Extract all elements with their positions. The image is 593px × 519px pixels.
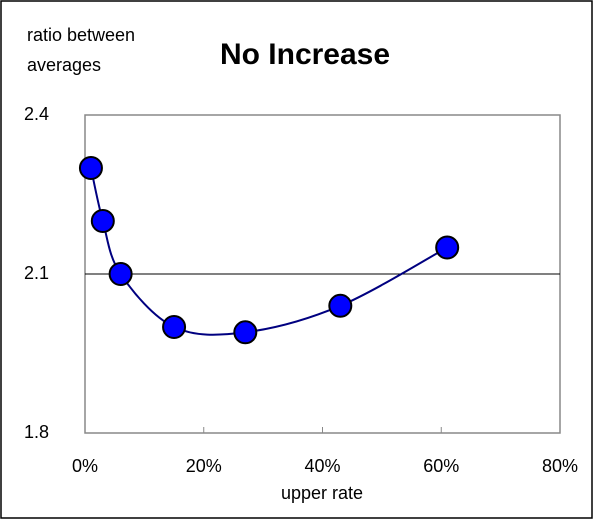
x-tick-label: 80% [542, 456, 578, 476]
data-point [233, 320, 258, 345]
x-tick-label: 60% [423, 456, 459, 476]
y-tick-label: 1.8 [24, 422, 49, 442]
y-tick-label: 2.4 [24, 104, 49, 124]
data-point [90, 209, 115, 233]
data-point [162, 315, 187, 339]
data-point [328, 293, 353, 318]
x-axis-label: upper rate [281, 483, 363, 503]
chart-title: No Increase [220, 38, 390, 71]
x-tick-label: 40% [304, 456, 340, 476]
y-tick-label: 2.1 [24, 263, 49, 283]
data-point [108, 262, 133, 286]
x-tick-label: 0% [72, 456, 98, 476]
y-axis-label: ratio between averages [27, 25, 136, 75]
data-point [78, 156, 103, 180]
data-point [435, 235, 460, 260]
x-tick-label: 20% [186, 456, 222, 476]
